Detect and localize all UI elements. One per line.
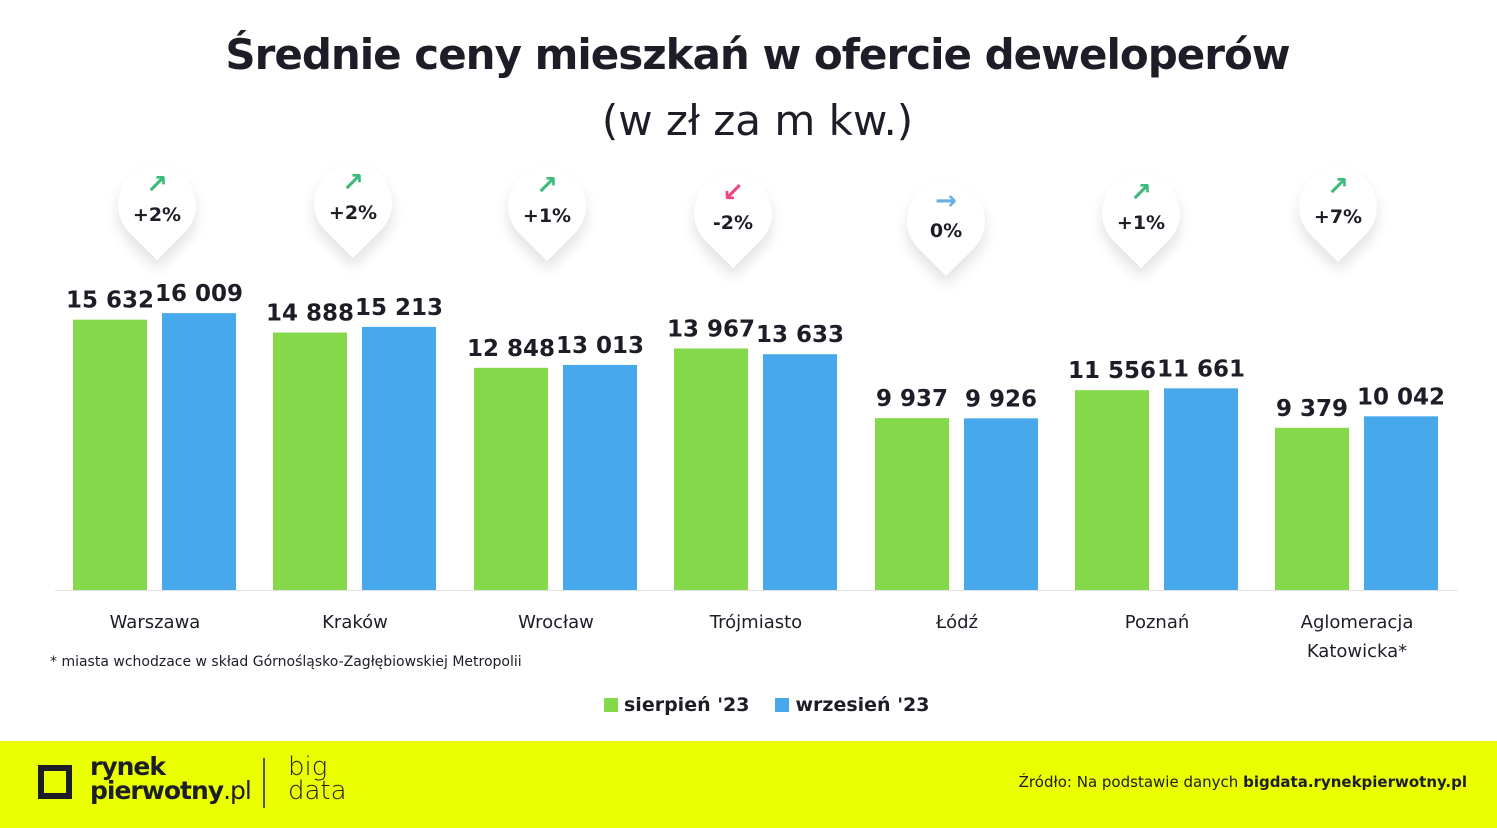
footer-bar: rynek pierwotny.pl big data Źródło: Na p… xyxy=(0,741,1497,828)
bar-august xyxy=(474,367,548,590)
change-label: -2% xyxy=(712,212,754,234)
arrow-up-right-icon: ↗ xyxy=(146,170,168,200)
bar-august xyxy=(1075,390,1149,590)
data-label: 12 848 xyxy=(467,336,555,362)
x-tick-label: Kraków xyxy=(322,612,388,633)
bar-august xyxy=(73,319,147,590)
rynekpierwotny-logo-icon xyxy=(38,765,72,799)
bar-august xyxy=(1275,427,1349,590)
legend-label-august: sierpień '23 xyxy=(624,694,750,716)
change-pin: → 0% xyxy=(890,165,1002,277)
data-label: 10 042 xyxy=(1357,384,1445,410)
x-tick-label: Wrocław xyxy=(518,612,594,633)
bar-september xyxy=(1364,416,1438,590)
data-label: 14 888 xyxy=(266,301,354,327)
x-tick-label: Poznań xyxy=(1125,612,1190,633)
bar-september xyxy=(763,354,837,590)
x-tick-label: Trójmiasto xyxy=(709,612,802,633)
x-tick-label: Łódź xyxy=(935,612,978,633)
legend-item-september: wrzesień '23 xyxy=(775,694,929,716)
arrow-down-left-icon: ↙ xyxy=(722,178,744,208)
bar-september xyxy=(162,313,236,590)
legend-item-august: sierpień '23 xyxy=(604,694,749,716)
bar-august xyxy=(674,348,748,590)
logo-suffix: .pl xyxy=(223,776,252,805)
change-label: +1% xyxy=(1116,212,1166,234)
arrow-up-right-icon: ↗ xyxy=(1130,178,1152,208)
logo-divider xyxy=(263,758,265,808)
data-label: 13 633 xyxy=(756,322,844,348)
change-label: +1% xyxy=(522,205,572,227)
change-label: +7% xyxy=(1313,206,1363,228)
chart-subtitle: (w zł za m kw.) xyxy=(601,96,914,145)
data-label: 15 213 xyxy=(355,295,443,321)
change-label: +2% xyxy=(132,204,182,226)
data-label: 9 926 xyxy=(965,386,1037,412)
data-label: 13 967 xyxy=(667,316,755,342)
change-pin: ↗ +1% xyxy=(491,150,603,262)
bar-august xyxy=(273,332,347,590)
change-pin: ↗ +2% xyxy=(297,147,409,259)
bigdata-big: big xyxy=(288,752,328,782)
data-label: 9 937 xyxy=(876,386,948,412)
source-prefix: Źródło: Na podstawie danych xyxy=(1018,773,1244,791)
legend-swatch-september xyxy=(775,698,790,712)
legend-swatch-august xyxy=(604,698,618,712)
arrow-up-right-icon: ↗ xyxy=(1327,172,1349,202)
legend-label-september: wrzesień '23 xyxy=(795,694,930,716)
bar-september xyxy=(563,364,637,590)
data-label: 11 556 xyxy=(1068,358,1156,384)
bar-august xyxy=(875,418,949,590)
bar-september xyxy=(362,326,436,590)
footnote: * miasta wchodzace w skład Górnośląsko-Z… xyxy=(50,654,522,670)
arrow-right-icon: → xyxy=(935,186,957,216)
data-label: 16 009 xyxy=(155,281,243,307)
change-label: +2% xyxy=(328,202,378,224)
rynekpierwotny-logo-text: rynek pierwotny.pl xyxy=(90,752,252,805)
legend: sierpień '23 wrzesień '23 xyxy=(604,694,929,716)
bar-september xyxy=(1164,388,1238,590)
bar-september xyxy=(964,418,1038,590)
x-tick-label: Aglomeracja xyxy=(1301,612,1414,633)
x-tick-label: Katowicka* xyxy=(1307,641,1407,662)
arrow-up-right-icon: ↗ xyxy=(536,171,558,201)
data-label: 9 379 xyxy=(1276,396,1348,422)
bigdata-data: data xyxy=(288,776,347,806)
bigdata-logo: big data xyxy=(288,752,347,806)
change-label: 0% xyxy=(929,220,963,242)
change-pin: ↗ +1% xyxy=(1085,157,1197,269)
change-pin: ↗ +2% xyxy=(101,149,213,261)
change-pin: ↗ +7% xyxy=(1282,151,1394,263)
data-label: 11 661 xyxy=(1157,356,1245,382)
data-label: 13 013 xyxy=(556,333,644,359)
change-pin: ↙ -2% xyxy=(677,157,789,269)
logo-line-1: rynek xyxy=(90,752,166,781)
arrow-up-right-icon: ↗ xyxy=(342,168,364,198)
chart-title: Średnie ceny mieszkań w ofercie dewelope… xyxy=(225,30,1290,79)
source-link: bigdata.rynekpierwotny.pl xyxy=(1243,773,1467,791)
bar-chart: 15 632 16 009 Warszawa 14 888 15 213 Kraków 12… xyxy=(55,281,1458,662)
source-text: Źródło: Na podstawie danych bigdata.ryne… xyxy=(1019,773,1467,791)
logo-line-2: pierwotny xyxy=(90,776,224,805)
data-label: 15 632 xyxy=(66,288,154,314)
x-tick-label: Warszawa xyxy=(110,612,201,633)
